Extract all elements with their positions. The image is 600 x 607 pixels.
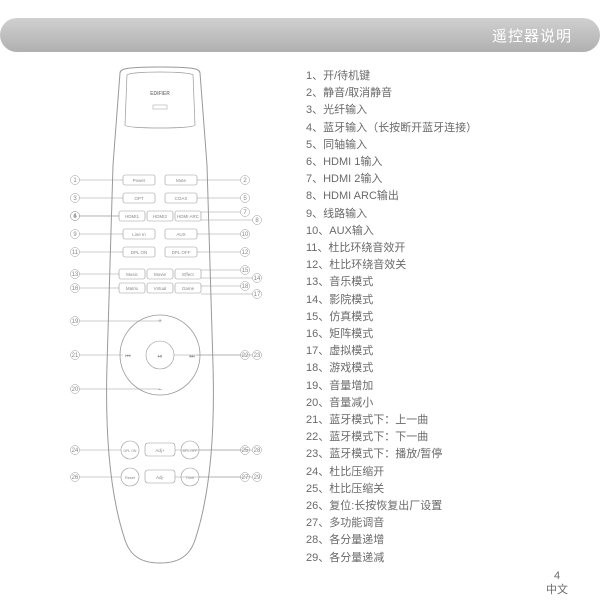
legend-item: 3、光纤输入 (306, 102, 600, 119)
legend-item: 10、AUX输入 (306, 223, 600, 240)
svg-text:Line In: Line In (132, 232, 146, 237)
legend-item: 28、各分量递增 (306, 532, 600, 549)
svg-text:Virtual: Virtual (154, 286, 167, 291)
svg-text:13: 13 (72, 272, 79, 278)
svg-text:DPL ON: DPL ON (124, 449, 137, 453)
page-number: 4 (546, 569, 568, 583)
svg-text:3: 3 (73, 196, 77, 202)
callouts-left: 134691113162119202426 (71, 176, 161, 482)
svg-text:Effect: Effect (182, 272, 194, 277)
remote-diagram: EDIFIER Power Mute OPT COAX HDMI1 HDMI2 … (0, 60, 300, 590)
legend-item: 1、开/待机键 (306, 68, 600, 85)
legend-list: 1、开/待机键2、静音/取消静音3、光纤输入4、蓝牙输入（长按断开蓝牙连接）5、… (300, 60, 600, 590)
header-title: 遥控器说明 (492, 25, 572, 46)
legend-item: 16、矩阵模式 (306, 326, 600, 343)
svg-text:7: 7 (243, 210, 247, 216)
header-bar: 遥控器说明 (0, 18, 600, 52)
svg-text:17: 17 (254, 292, 261, 298)
svg-text:14: 14 (254, 276, 261, 282)
svg-text:Music: Music (126, 272, 139, 277)
legend-item: 7、HDMI 2输入 (306, 171, 600, 188)
svg-text:26: 26 (72, 475, 79, 481)
remote-svg: EDIFIER Power Mute OPT COAX HDMI1 HDMI2 … (45, 65, 275, 575)
svg-text:11: 11 (72, 250, 79, 256)
legend-item: 21、蓝牙模式下：上一曲 (306, 412, 600, 429)
legend-item: 27、多功能调音 (306, 515, 600, 532)
svg-text:Power: Power (133, 178, 146, 183)
svg-text:24: 24 (72, 448, 79, 454)
svg-text:COAX: COAX (175, 196, 188, 201)
legend-item: 22、蓝牙模式下：下一曲 (306, 429, 600, 446)
legend-item: 29、各分量递减 (306, 550, 600, 567)
svg-text:⏯: ⏯ (158, 354, 163, 360)
brand-label: EDIFIER (150, 91, 170, 97)
svg-text:HDMI ARC: HDMI ARC (177, 214, 200, 219)
svg-text:23: 23 (254, 353, 261, 359)
legend-item: 23、蓝牙模式下：播放/暂停 (306, 446, 600, 463)
svg-text:DPL OFF: DPL OFF (183, 449, 198, 453)
svg-text:22: 22 (242, 353, 249, 359)
svg-text:2: 2 (243, 178, 247, 184)
svg-text:⏮: ⏮ (125, 354, 131, 360)
content: EDIFIER Power Mute OPT COAX HDMI1 HDMI2 … (0, 60, 600, 590)
svg-text:9: 9 (73, 232, 77, 238)
legend-item: 24、杜比压缩开 (306, 464, 600, 481)
svg-text:AUX: AUX (176, 232, 185, 237)
svg-text:21: 21 (72, 353, 79, 359)
legend-item: 20、音量减小 (306, 395, 600, 412)
svg-text:−: − (158, 387, 162, 394)
svg-text:25: 25 (242, 448, 249, 454)
svg-text:+: + (158, 318, 162, 325)
svg-text:18: 18 (242, 284, 249, 290)
legend-item: 5、同轴输入 (306, 137, 600, 154)
svg-text:12: 12 (242, 250, 249, 256)
svg-text:20: 20 (72, 387, 79, 393)
legend-item: 25、杜比压缩关 (306, 481, 600, 498)
svg-text:DPL OFF: DPL OFF (172, 250, 191, 255)
legend-item: 18、游戏模式 (306, 360, 600, 377)
legend-item: 14、影院模式 (306, 292, 600, 309)
svg-text:8: 8 (255, 218, 259, 224)
legend-item: 15、仿真模式 (306, 309, 600, 326)
svg-text:Game: Game (182, 286, 195, 291)
svg-text:OPT: OPT (134, 196, 144, 201)
svg-text:Tune: Tune (186, 476, 195, 480)
legend-item: 6、HDMI 1输入 (306, 154, 600, 171)
svg-text:29: 29 (254, 475, 261, 481)
svg-text:10: 10 (242, 232, 249, 238)
svg-text:DPL ON: DPL ON (131, 250, 148, 255)
legend-item: 19、音量增加 (306, 378, 600, 395)
legend-item: 4、蓝牙输入（长按断开蓝牙连接） (306, 120, 600, 137)
legend-item: 12、杜比环绕音效关 (306, 257, 600, 274)
footer: 4 中文 (546, 569, 568, 597)
legend-item: 17、虚拟模式 (306, 343, 600, 360)
svg-text:Mute: Mute (176, 178, 187, 183)
svg-text:Movie: Movie (154, 272, 167, 277)
svg-text:1: 1 (73, 178, 77, 184)
legend-item: 13、音乐模式 (306, 274, 600, 291)
svg-text:16: 16 (72, 286, 79, 292)
legend-item: 9、线路输入 (306, 206, 600, 223)
svg-text:Adj+: Adj+ (155, 448, 165, 453)
legend-item: 2、静音/取消静音 (306, 85, 600, 102)
svg-text:5: 5 (243, 196, 247, 202)
legend-item: 11、杜比环绕音效开 (306, 240, 600, 257)
svg-text:28: 28 (254, 448, 261, 454)
svg-text:27: 27 (242, 475, 249, 481)
svg-text:Matrix: Matrix (126, 286, 139, 291)
svg-text:6: 6 (73, 214, 77, 220)
svg-text:HDMI2: HDMI2 (153, 214, 167, 219)
svg-text:HDMI1: HDMI1 (125, 214, 139, 219)
callouts-right: 2578101215141817222325282729 (174, 176, 262, 482)
footer-lang: 中文 (546, 583, 568, 597)
legend-item: 26、复位:长按恢复出厂设置 (306, 498, 600, 515)
svg-text:15: 15 (242, 268, 249, 274)
svg-text:Reset: Reset (125, 476, 136, 480)
svg-text:Adj-: Adj- (156, 475, 165, 480)
legend-item: 8、HDMI ARC输出 (306, 188, 600, 205)
svg-text:19: 19 (72, 319, 79, 325)
